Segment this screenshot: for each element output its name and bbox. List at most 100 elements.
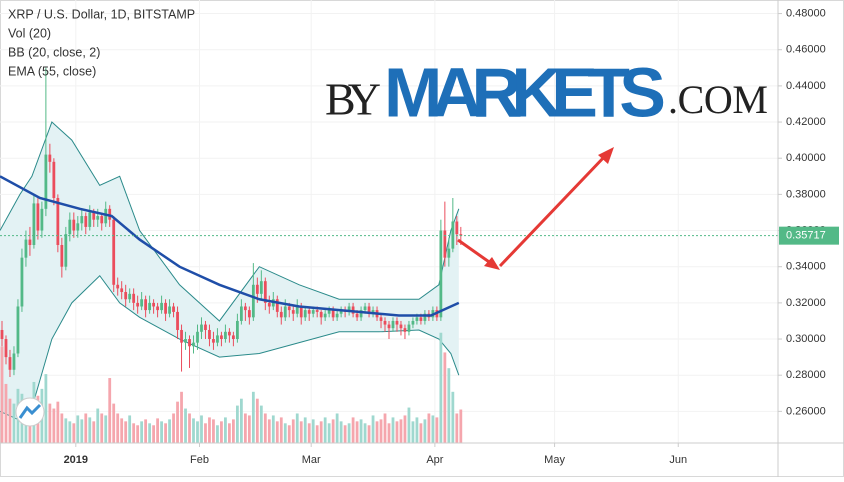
candle-body: [156, 306, 159, 311]
candle-body: [0, 329, 4, 340]
candle-body: [235, 320, 239, 340]
candle-body: [88, 212, 92, 227]
candle-body: [152, 302, 156, 307]
y-tick-label: 0.30000: [786, 333, 826, 345]
candle-body: [351, 306, 355, 314]
volume-bar: [459, 409, 463, 443]
volume-bar: [148, 423, 152, 443]
volume-bar: [100, 413, 104, 443]
candle-body: [283, 306, 287, 318]
band-line: [0, 274, 460, 422]
candle-body: [148, 302, 152, 311]
volume-bar: [363, 423, 367, 443]
last-price-label: 0.35717: [786, 230, 826, 242]
candle-body: [12, 353, 16, 370]
candle-body: [192, 342, 195, 347]
candle-body: [443, 230, 447, 258]
candle-body: [132, 293, 136, 303]
volume-bar: [431, 415, 435, 443]
candle-body: [315, 310, 319, 312]
volume-bar: [92, 421, 96, 443]
candle-body: [216, 335, 219, 343]
volume-bar: [303, 417, 307, 443]
volume-bar: [136, 425, 140, 443]
volume-bar: [283, 423, 287, 443]
candle-body: [60, 245, 64, 267]
volume-bar: [108, 378, 112, 443]
watermark-brand: MARKETS: [384, 53, 666, 131]
volume-bar: [84, 413, 88, 443]
candle-body: [136, 302, 140, 307]
candle-body: [220, 335, 223, 340]
candle-body: [243, 306, 247, 311]
candle-body: [176, 311, 179, 330]
volume-bar: [200, 415, 203, 443]
candle-body: [275, 299, 279, 312]
indicator-label: BB (20, close, 2): [8, 45, 100, 59]
candle-body: [371, 310, 375, 314]
volume-bar: [395, 421, 399, 443]
candle-body: [291, 310, 295, 314]
volume-bar: [347, 423, 351, 443]
candle-body: [180, 329, 183, 343]
candle-body: [224, 331, 227, 340]
candle-body: [16, 306, 20, 354]
candle-body: [459, 234, 463, 236]
volume-bar: [176, 401, 179, 443]
volume-bar: [88, 417, 92, 443]
volume-bar: [104, 415, 108, 443]
y-tick-label: 0.40000: [786, 152, 826, 164]
y-tick-label: 0.48000: [786, 7, 826, 19]
volume-bar: [451, 391, 455, 443]
candle-body: [80, 216, 84, 224]
volume-bar: [192, 418, 195, 443]
candle-body: [239, 306, 243, 321]
volume-bar: [64, 418, 68, 443]
candle-body: [255, 284, 259, 294]
candle-body: [323, 313, 327, 318]
volume-bar: [168, 419, 171, 443]
candle-body: [116, 284, 120, 289]
chart-title: XRP / U.S. Dollar, 1D, BITSTAMP: [8, 7, 195, 21]
volume-bar: [144, 419, 148, 443]
logo: [15, 397, 45, 427]
candle-body: [411, 320, 415, 325]
candle-body: [367, 306, 371, 314]
candle-body: [251, 284, 255, 318]
volume-bar: [427, 413, 431, 443]
x-tick-label: Jun: [669, 454, 687, 466]
y-tick-label: 0.44000: [786, 80, 826, 92]
candle-body: [359, 310, 363, 318]
candle-body: [451, 221, 455, 249]
volume-bar: [327, 423, 331, 443]
volume-bar: [220, 421, 223, 443]
candle-body: [68, 219, 72, 235]
candle-body: [28, 239, 32, 246]
volume-bar: [12, 403, 16, 443]
candle-body: [188, 339, 191, 347]
candle-body: [140, 299, 144, 307]
candle-body: [391, 320, 395, 329]
volume-bar: [120, 418, 124, 443]
volume-bar: [60, 413, 64, 443]
volume-bar: [124, 421, 128, 443]
candle-body: [247, 310, 251, 318]
volume-bar: [419, 423, 423, 443]
volume-bar: [455, 413, 459, 443]
volume-bar: [132, 423, 136, 443]
candle-body: [104, 208, 108, 224]
candle-body: [228, 331, 231, 336]
candle-body: [319, 311, 323, 318]
candle-body: [92, 212, 96, 220]
volume-bar: [247, 415, 251, 443]
candle-body: [399, 324, 403, 329]
lines: [0, 175, 778, 317]
candle-body: [355, 313, 359, 318]
candle-body: [4, 339, 8, 358]
volume-bar: [335, 413, 339, 443]
candle-body: [172, 306, 175, 312]
watermark-prefix: BY: [325, 74, 381, 125]
candle-body: [160, 302, 163, 311]
candle-body: [24, 239, 28, 258]
volume-bar: [371, 415, 375, 443]
